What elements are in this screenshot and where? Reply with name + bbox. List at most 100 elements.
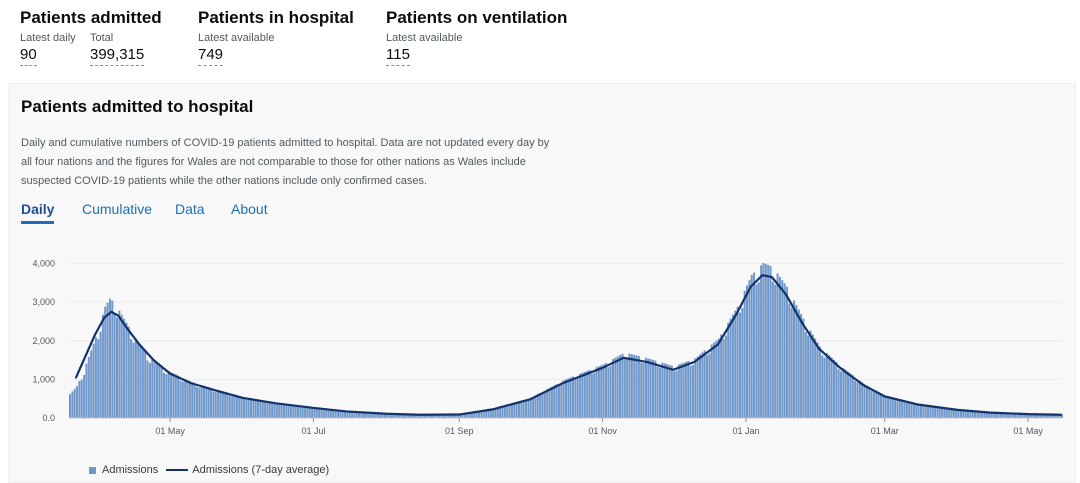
bar <box>677 364 680 418</box>
bar <box>562 380 565 418</box>
bar <box>856 382 859 418</box>
bar <box>1013 413 1016 418</box>
tab-cumulative[interactable]: Cumulative <box>82 201 153 217</box>
bar <box>376 413 379 418</box>
bar <box>294 406 297 418</box>
bar <box>470 411 473 418</box>
headline-patients-in-hospital: Patients in hospital <box>198 8 354 28</box>
bar <box>783 283 786 418</box>
bar <box>952 409 955 418</box>
metric-value[interactable]: 90 <box>20 46 37 66</box>
bar <box>621 353 624 418</box>
bar <box>962 410 965 418</box>
bar <box>847 371 850 418</box>
bar <box>875 390 878 418</box>
metric-value[interactable]: 749 <box>198 46 224 66</box>
bar <box>884 395 887 418</box>
bar <box>969 411 972 418</box>
bar <box>285 403 288 418</box>
bar <box>858 380 861 418</box>
bar <box>395 413 398 418</box>
bar <box>198 387 201 418</box>
bar <box>755 284 758 418</box>
bar <box>151 359 154 418</box>
bar <box>861 382 864 418</box>
tab-daily[interactable]: Daily <box>21 201 55 224</box>
bar <box>955 410 958 418</box>
bar <box>854 381 857 418</box>
bar <box>207 387 210 418</box>
bar <box>572 376 575 418</box>
bar <box>992 412 995 418</box>
bar <box>426 414 429 418</box>
bar <box>569 377 572 418</box>
metric-value[interactable]: 399,315 <box>90 46 145 66</box>
bar <box>990 412 993 418</box>
bar <box>762 262 765 418</box>
bar <box>710 344 713 418</box>
bar <box>901 399 904 418</box>
bar <box>830 357 833 418</box>
bar <box>536 394 539 418</box>
bar <box>247 400 250 418</box>
admissions-chart[interactable]: 0.0 1,000 2,000 3,000 4,000 01 May 01 Jul 01 Se… <box>9 244 1075 459</box>
bar <box>849 373 852 418</box>
bar <box>659 367 662 418</box>
bar <box>746 285 749 418</box>
bar <box>308 406 311 418</box>
bar <box>292 404 295 418</box>
headline-title: Patients in hospital <box>198 8 354 27</box>
bar <box>165 374 168 418</box>
bar <box>654 360 657 418</box>
bar <box>912 402 915 418</box>
bar <box>680 363 683 418</box>
bar <box>304 405 307 418</box>
bar <box>936 407 939 418</box>
series-line-7-day-average <box>74 274 1063 416</box>
bar <box>233 394 236 418</box>
bar <box>311 407 314 418</box>
legend-line-swatch <box>166 469 189 472</box>
bar <box>694 358 697 418</box>
bar <box>313 407 316 418</box>
bar <box>868 386 871 418</box>
bar <box>252 398 255 418</box>
bar <box>503 404 506 418</box>
bar <box>1009 413 1012 418</box>
bar <box>529 398 532 418</box>
bar <box>983 411 986 418</box>
x-tick-label: 01 May <box>155 426 185 436</box>
metric-value[interactable]: 115 <box>386 46 410 66</box>
bar <box>344 411 347 418</box>
bar <box>971 411 974 418</box>
bar <box>412 414 415 418</box>
bar <box>753 272 756 418</box>
bar <box>966 410 969 418</box>
bar <box>825 353 828 418</box>
bar <box>821 355 824 418</box>
y-tick-label: 0.0 <box>42 413 55 423</box>
bar <box>1046 414 1049 418</box>
y-tick-label: 1,000 <box>32 374 55 384</box>
bar <box>435 414 438 418</box>
bar <box>362 412 365 418</box>
bar <box>696 356 699 418</box>
bar <box>750 274 753 418</box>
bar <box>388 413 391 418</box>
bar <box>381 412 384 418</box>
bar <box>574 379 577 418</box>
bar <box>386 413 389 418</box>
bar <box>785 286 788 418</box>
bar <box>132 342 135 418</box>
bar <box>240 396 243 418</box>
bar <box>790 307 793 418</box>
bar <box>1011 413 1014 418</box>
tab-data[interactable]: Data <box>175 201 205 217</box>
tab-about[interactable]: About <box>231 201 268 217</box>
bar <box>440 414 443 418</box>
bar <box>118 310 121 418</box>
bar <box>179 380 182 418</box>
bar <box>804 331 807 418</box>
bar <box>1006 413 1009 418</box>
bar <box>273 402 276 418</box>
